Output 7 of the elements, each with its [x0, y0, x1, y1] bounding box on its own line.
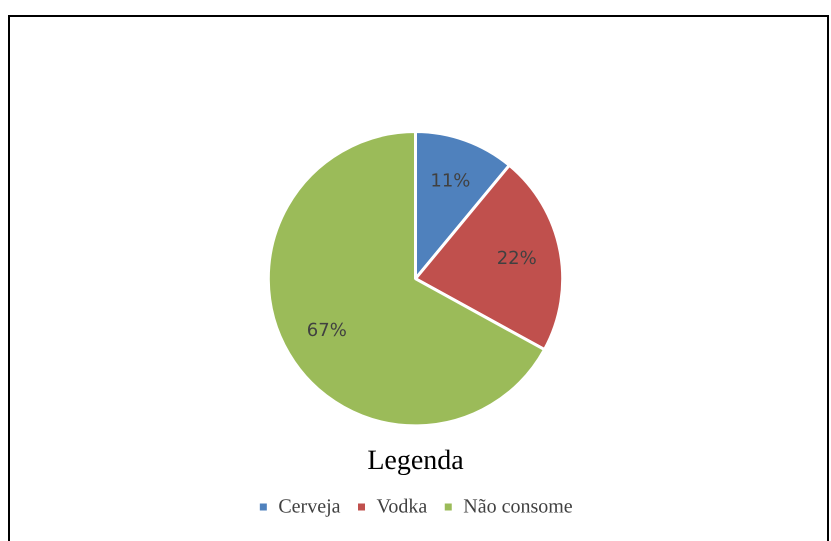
legend-label: Cerveja [278, 495, 341, 518]
data-label: 11% [430, 170, 470, 192]
data-label: 22% [496, 248, 537, 270]
legend-label: Não consome [463, 495, 573, 518]
data-label: 67% [306, 320, 347, 341]
legend-title: Legenda [367, 444, 464, 476]
legend-label: Vodka [376, 495, 428, 518]
